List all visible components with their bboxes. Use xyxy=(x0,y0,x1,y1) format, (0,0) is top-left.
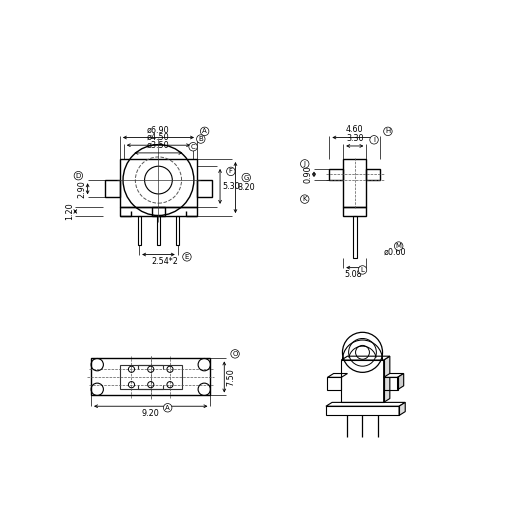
Circle shape xyxy=(164,404,172,412)
Text: J: J xyxy=(304,161,306,167)
Bar xyxy=(91,358,210,396)
Text: M: M xyxy=(396,243,401,249)
Bar xyxy=(157,216,160,245)
Circle shape xyxy=(189,143,197,151)
Text: I: I xyxy=(373,137,375,143)
Circle shape xyxy=(231,349,239,358)
Text: 8.20: 8.20 xyxy=(238,183,255,192)
Text: 4.60: 4.60 xyxy=(346,126,364,134)
Text: O: O xyxy=(233,351,238,357)
Text: B: B xyxy=(198,136,203,142)
Text: 2.90: 2.90 xyxy=(77,180,86,197)
Bar xyxy=(341,360,384,402)
Bar xyxy=(329,169,343,180)
Text: ø0.60: ø0.60 xyxy=(384,248,407,257)
Circle shape xyxy=(183,253,191,261)
Bar xyxy=(120,159,197,207)
Circle shape xyxy=(200,127,209,135)
Circle shape xyxy=(300,195,309,203)
Circle shape xyxy=(370,135,378,144)
Text: H: H xyxy=(385,128,391,134)
Polygon shape xyxy=(327,373,348,377)
Polygon shape xyxy=(384,373,404,377)
Bar xyxy=(105,180,120,197)
Text: E: E xyxy=(185,254,189,260)
Polygon shape xyxy=(384,356,390,402)
Bar xyxy=(366,169,380,180)
Text: 5.30: 5.30 xyxy=(222,183,240,191)
Circle shape xyxy=(384,127,392,135)
Bar xyxy=(327,377,341,390)
Text: A: A xyxy=(165,405,170,411)
Bar xyxy=(326,406,399,416)
Circle shape xyxy=(242,173,251,182)
Bar xyxy=(384,377,397,390)
Circle shape xyxy=(196,135,205,143)
Text: L: L xyxy=(361,267,365,273)
Bar xyxy=(138,216,141,245)
Text: G: G xyxy=(243,175,249,180)
Text: 5.08: 5.08 xyxy=(344,270,362,279)
Text: 7.50: 7.50 xyxy=(226,368,236,386)
Circle shape xyxy=(300,160,309,168)
Polygon shape xyxy=(399,402,405,416)
Polygon shape xyxy=(326,402,405,406)
Polygon shape xyxy=(397,373,404,390)
Text: C: C xyxy=(191,144,195,150)
Text: F: F xyxy=(229,169,233,174)
Bar xyxy=(353,216,357,258)
Text: ø4.50: ø4.50 xyxy=(147,133,170,142)
Text: 1.20: 1.20 xyxy=(65,203,74,220)
Bar xyxy=(197,180,212,197)
Text: 0.90: 0.90 xyxy=(304,165,312,183)
Text: 9.20: 9.20 xyxy=(142,408,160,418)
Text: A: A xyxy=(202,128,207,134)
Text: 3.30: 3.30 xyxy=(346,134,364,143)
Text: 2.54*2: 2.54*2 xyxy=(151,257,178,266)
Text: D: D xyxy=(76,173,81,179)
Circle shape xyxy=(226,167,235,176)
Circle shape xyxy=(358,266,367,274)
Circle shape xyxy=(74,172,82,180)
Bar xyxy=(176,216,179,245)
Bar xyxy=(343,207,366,216)
Circle shape xyxy=(394,242,403,250)
Text: ø6.90: ø6.90 xyxy=(147,126,170,134)
Text: ø3.50: ø3.50 xyxy=(147,141,170,150)
Text: K: K xyxy=(303,196,307,202)
Bar xyxy=(343,159,366,207)
Bar xyxy=(120,366,181,388)
Bar xyxy=(151,207,165,216)
Polygon shape xyxy=(341,356,390,360)
Bar xyxy=(120,207,197,216)
